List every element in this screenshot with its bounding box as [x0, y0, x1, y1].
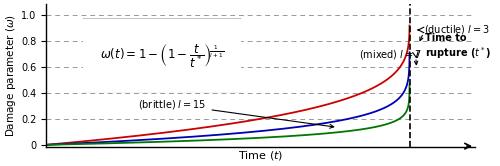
Text: Time to
rupture ($t^*$): Time to rupture ($t^*$) [425, 33, 491, 61]
Text: (ductile) $l = 3$: (ductile) $l = 3$ [424, 23, 489, 37]
Text: (mixed) $l = 7$: (mixed) $l = 7$ [359, 48, 422, 61]
X-axis label: Time ($t$): Time ($t$) [238, 149, 283, 162]
Y-axis label: Damage parameter ($\omega$): Damage parameter ($\omega$) [4, 14, 18, 137]
Text: (brittle) $l = 15$: (brittle) $l = 15$ [138, 98, 334, 128]
